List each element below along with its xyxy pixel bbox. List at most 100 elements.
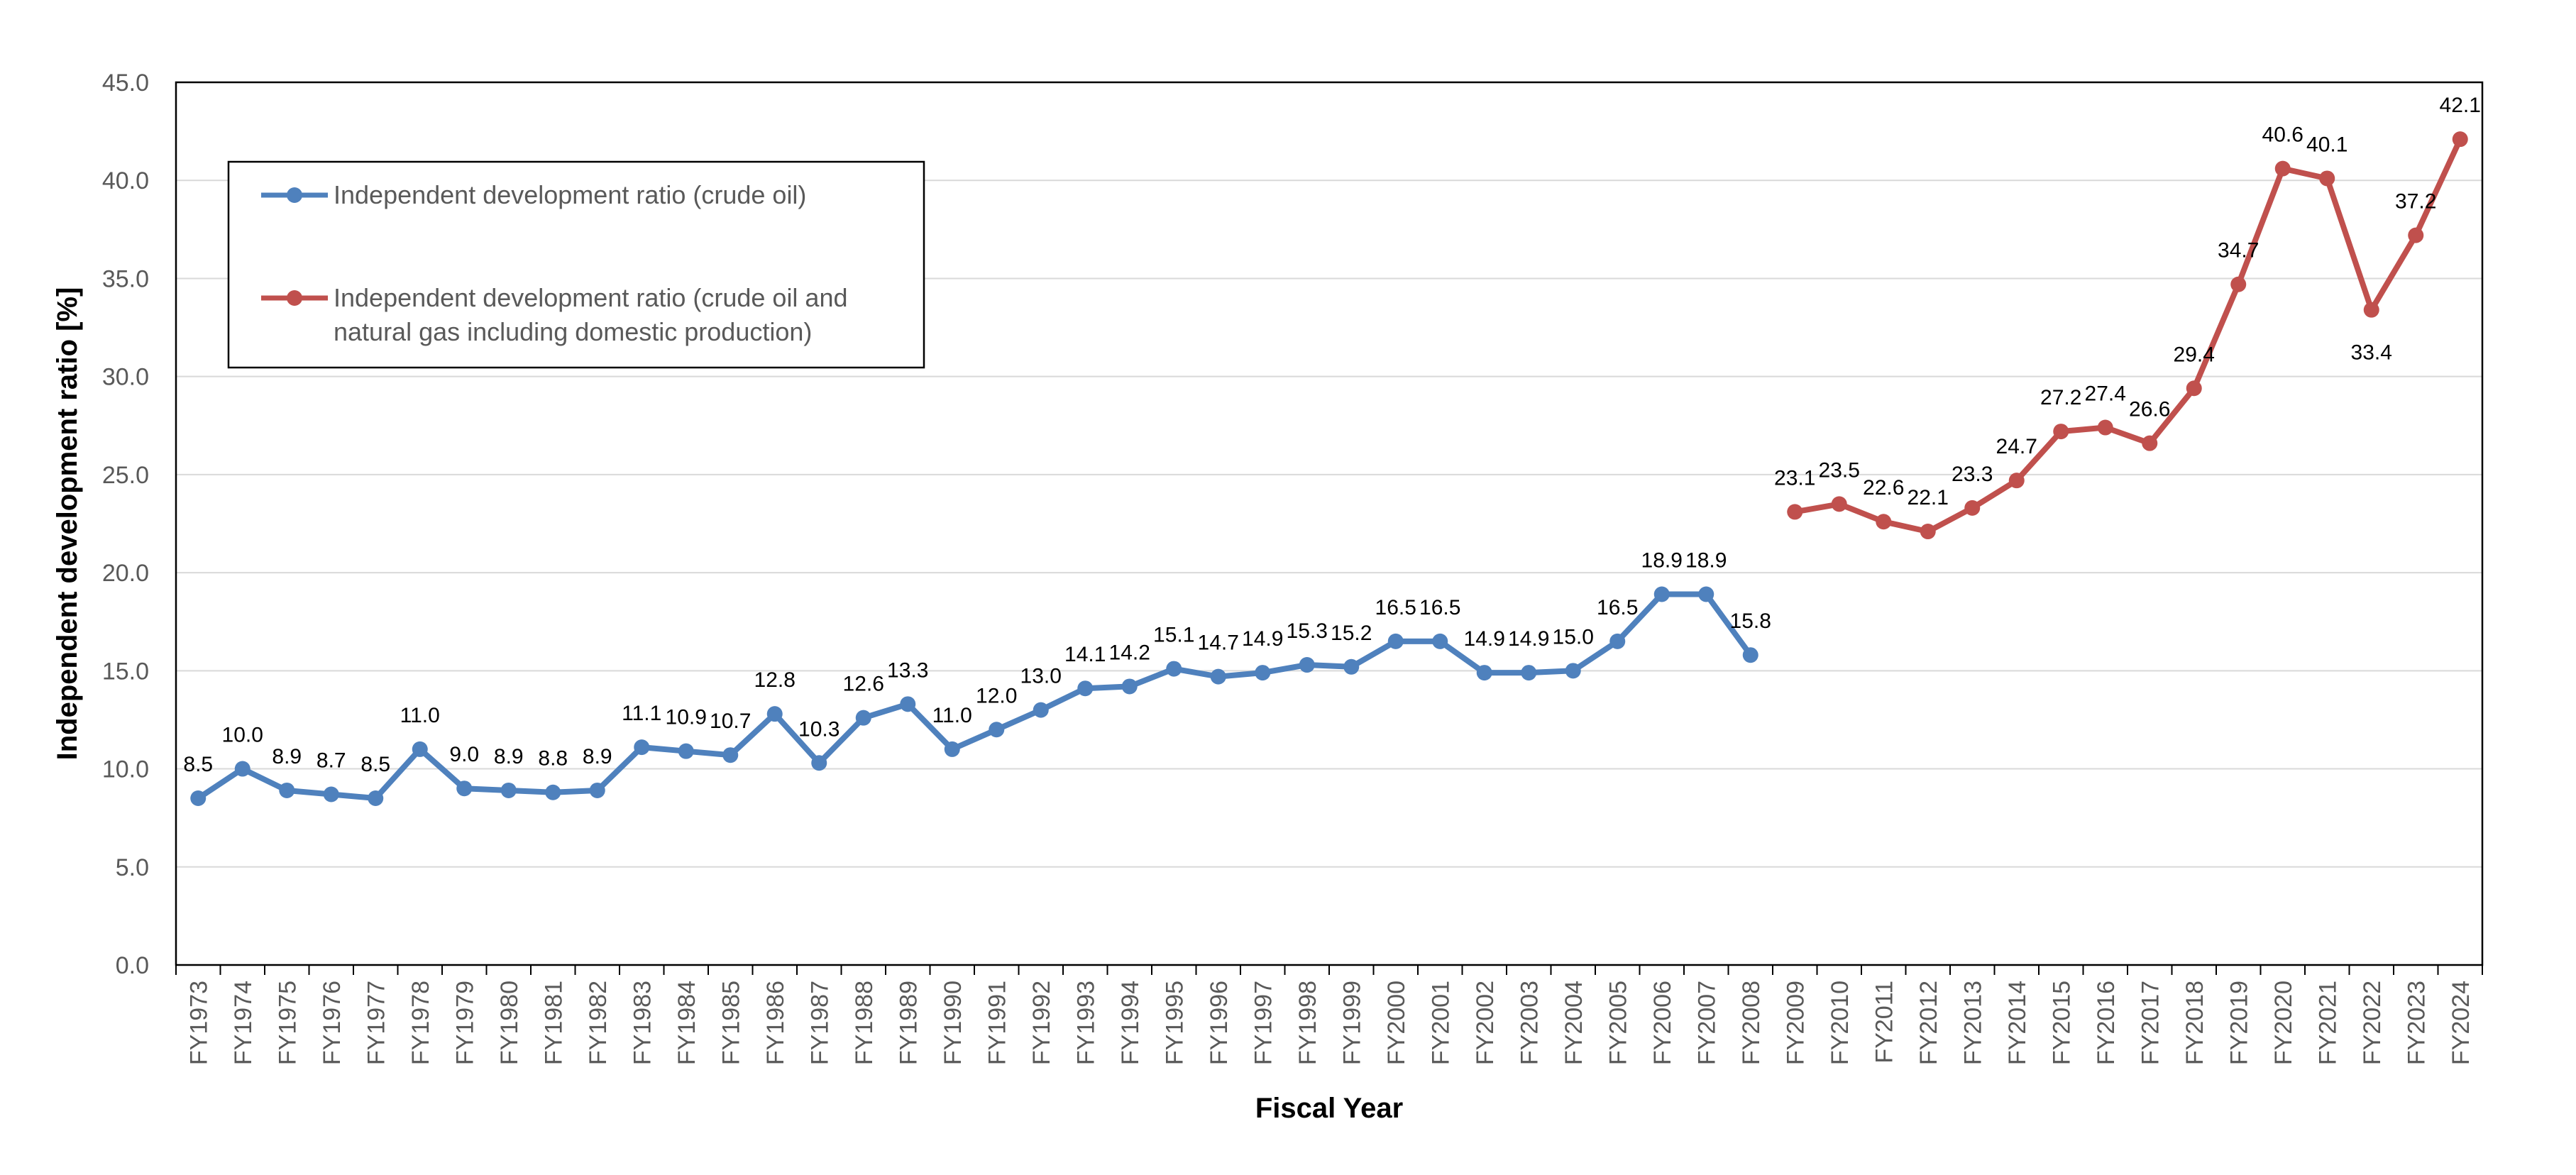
data-label: 10.9 [666, 706, 707, 729]
data-label: 11.0 [400, 704, 440, 727]
data-point [944, 741, 960, 757]
data-point [1609, 633, 1626, 649]
data-point [1787, 504, 1803, 520]
data-label: 16.5 [1375, 596, 1416, 619]
data-label: 42.1 [2440, 94, 2481, 117]
x-tick-label: FY1988 [851, 981, 878, 1065]
x-tick-label: FY1986 [762, 981, 789, 1065]
x-tick-label: FY1997 [1250, 981, 1277, 1065]
x-tick-label: FY2007 [1693, 981, 1720, 1065]
data-point [1432, 633, 1448, 649]
legend-label-oil-and-gas-line1: Independent development ratio (crude oil… [334, 283, 848, 312]
data-label: 27.4 [2085, 382, 2126, 406]
data-label: 15.3 [1287, 619, 1328, 643]
x-tick-label: FY1996 [1206, 981, 1233, 1065]
data-label: 26.6 [2129, 398, 2170, 421]
y-tick-label: 35.0 [102, 265, 149, 292]
data-point [545, 784, 561, 800]
x-tick-label: FY2016 [2093, 981, 2120, 1065]
x-tick-label: FY1975 [274, 981, 301, 1065]
data-point [1964, 500, 1981, 516]
data-point [1920, 524, 1936, 540]
y-axis-ticks: 0.0 5.0 10.0 15.0 20.0 25.0 30.0 35.0 40.0 45.0 [102, 70, 149, 979]
data-point [500, 782, 517, 798]
data-label: 8.7 [317, 749, 346, 772]
x-axis-title: Fiscal Year [1255, 1093, 1403, 1124]
x-tick-label: FY1974 [230, 981, 257, 1065]
x-tick-label: FY2023 [2403, 981, 2430, 1065]
data-point [678, 743, 694, 759]
data-point [634, 739, 650, 756]
x-tick-label: FY1977 [363, 981, 390, 1065]
data-label: 16.5 [1419, 596, 1460, 619]
data-label: 8.5 [360, 753, 390, 776]
data-point [1210, 668, 1226, 685]
data-label: 14.7 [1198, 631, 1239, 655]
y-tick-label: 20.0 [102, 560, 149, 587]
data-point [1698, 586, 1714, 602]
x-tick-label: FY1994 [1117, 981, 1144, 1065]
x-tick-label: FY2003 [1516, 981, 1543, 1065]
x-tick-label: FY2011 [1871, 981, 1898, 1064]
data-label: 8.9 [583, 745, 612, 768]
plot-area-frame [175, 81, 2484, 966]
data-point [1343, 658, 1360, 675]
data-point [989, 722, 1005, 738]
data-label: 33.4 [2351, 341, 2392, 365]
data-label: 12.0 [976, 684, 1017, 707]
x-tick-label: FY1998 [1294, 981, 1321, 1065]
data-point [1387, 633, 1404, 649]
data-point [2274, 160, 2291, 177]
data-label: 22.1 [1908, 486, 1949, 509]
data-point [1565, 663, 1581, 679]
data-point [2186, 380, 2202, 397]
data-label: 23.1 [1774, 466, 1815, 490]
x-tick-label: FY1992 [1028, 981, 1055, 1065]
legend-label-oil-and-gas-line2: natural gas including domestic productio… [334, 317, 812, 346]
x-tick-label: FY2024 [2448, 981, 2475, 1065]
data-label: 14.2 [1109, 641, 1150, 664]
data-label: 29.4 [2174, 343, 2215, 366]
data-label: 12.6 [843, 673, 884, 696]
data-labels: 8.5 10.0 8.9 8.7 8.5 11.0 9.0 8.9 8.8 8.9 11.1 10.9… [183, 94, 2481, 776]
y-tick-label: 0.0 [116, 952, 149, 979]
y-axis-title: Independent development ratio [%] [52, 287, 83, 761]
data-point [323, 786, 339, 802]
data-label: 16.5 [1597, 596, 1638, 619]
data-point [2230, 276, 2247, 292]
x-tick-label: FY1999 [1338, 981, 1365, 1065]
x-tick-label: FY1991 [984, 981, 1011, 1065]
data-label: 24.7 [1996, 435, 2037, 458]
x-tick-label: FY1973 [185, 981, 212, 1065]
data-point [1077, 680, 1094, 697]
legend-label-oil-and-gas: Independent development ratio (crude oil… [334, 283, 855, 346]
x-tick-label: FY2004 [1561, 981, 1587, 1065]
data-label: 40.6 [2262, 123, 2303, 147]
x-axis-ticks: FY1973 FY1974 FY1975 FY1976 FY1977 FY1978 FY19… [175, 965, 2483, 1065]
data-point [190, 790, 207, 807]
y-tick-label: 25.0 [102, 462, 149, 489]
data-label: 14.9 [1242, 627, 1283, 651]
data-label: 10.7 [710, 710, 751, 733]
x-tick-label: FY2005 [1605, 981, 1631, 1065]
y-tick-label: 5.0 [116, 854, 149, 881]
x-tick-label: FY1979 [451, 981, 478, 1065]
data-label: 13.0 [1020, 665, 1062, 688]
data-point [1653, 586, 1670, 602]
data-point [1299, 657, 1315, 673]
data-point [722, 747, 739, 763]
x-tick-label: FY1976 [319, 981, 346, 1065]
x-tick-label: FY2014 [2004, 981, 2031, 1065]
x-tick-label: FY1985 [717, 981, 744, 1065]
data-point [900, 696, 916, 712]
data-point [1255, 665, 1271, 681]
x-tick-label: FY1984 [673, 981, 700, 1065]
x-tick-label: FY1995 [1161, 981, 1188, 1065]
data-point [1121, 678, 1138, 695]
legend-dot-oil-and-gas [287, 290, 302, 306]
data-label: 18.9 [1685, 549, 1727, 573]
data-label: 10.3 [798, 717, 840, 741]
data-point [2053, 424, 2069, 440]
legend-label-crude-oil: Independent development ratio (crude oil… [334, 180, 806, 209]
data-point [855, 710, 871, 726]
